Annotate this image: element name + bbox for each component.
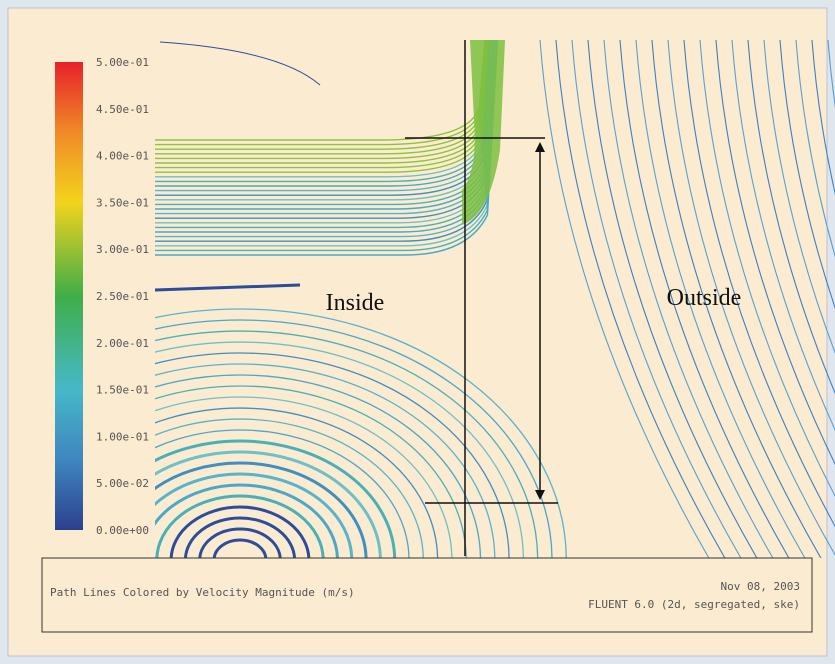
pathline (169, 505, 311, 558)
pathline (699, 39, 835, 498)
outside-label: Outside (667, 285, 742, 311)
pathline (198, 527, 282, 558)
pathline (667, 39, 835, 556)
pathline (651, 39, 822, 558)
pathline (155, 472, 354, 558)
pathline (763, 39, 835, 354)
pathline (155, 439, 397, 558)
pathline (184, 516, 296, 558)
pathlines (155, 39, 835, 558)
pathline (155, 374, 482, 558)
colorbar-label: 4.50e-01 (96, 103, 149, 116)
pathline (715, 39, 835, 466)
pathline (155, 341, 525, 558)
panel (7, 7, 828, 657)
colorbar-label: 2.00e-01 (96, 337, 149, 350)
pathline (603, 39, 774, 558)
pathline (827, 39, 835, 109)
pathline (155, 39, 498, 247)
colorbar-label: 3.00e-01 (96, 243, 149, 256)
pathline (683, 39, 835, 528)
pathline (555, 39, 726, 558)
pathline (779, 39, 835, 310)
pathline (731, 39, 835, 432)
jet (462, 40, 505, 225)
colorbar-label: 2.50e-01 (96, 290, 149, 303)
colorbar-label: 4.00e-01 (96, 150, 149, 163)
footer-title: Path Lines Colored by Velocity Magnitude… (50, 586, 355, 599)
pathline (155, 461, 368, 558)
inside-label: Inside (326, 290, 385, 316)
pathline (155, 418, 424, 558)
pathline (212, 538, 268, 558)
pathline (155, 483, 339, 558)
pathline (155, 352, 510, 558)
footer-date: Nov 08, 2003 (721, 580, 800, 593)
footer-software: FLUENT 6.0 (2d, segregated, ske) (588, 598, 800, 611)
pathline (155, 429, 410, 558)
pathline (587, 39, 758, 558)
colorbar (55, 62, 83, 530)
pathline (747, 39, 835, 395)
pathline (155, 396, 453, 558)
pathline (619, 39, 790, 558)
colorbar-label: 3.50e-01 (96, 196, 149, 209)
colorbar-label: 5.00e-02 (96, 477, 149, 490)
pathline (155, 450, 382, 558)
pathline (155, 39, 499, 256)
colorbar-label: 5.00e-01 (96, 56, 149, 69)
footer-box (41, 557, 813, 633)
pathline (539, 39, 710, 558)
pathline (155, 330, 539, 558)
pathline (155, 319, 553, 558)
colorbar-label: 1.00e-01 (96, 430, 149, 443)
colorbar-label: 1.50e-01 (96, 384, 149, 397)
pathline (811, 39, 835, 196)
pathline (155, 39, 497, 242)
pathline (635, 39, 806, 558)
pathline (155, 494, 325, 558)
pathline (571, 39, 742, 558)
pathline (155, 39, 498, 252)
pathline (795, 39, 835, 258)
colorbar-label: 0.00e+00 (96, 524, 149, 537)
pathline (155, 385, 467, 558)
pathline (155, 308, 567, 558)
pathline (159, 41, 321, 86)
pathline (155, 407, 439, 558)
pathline (155, 283, 301, 292)
